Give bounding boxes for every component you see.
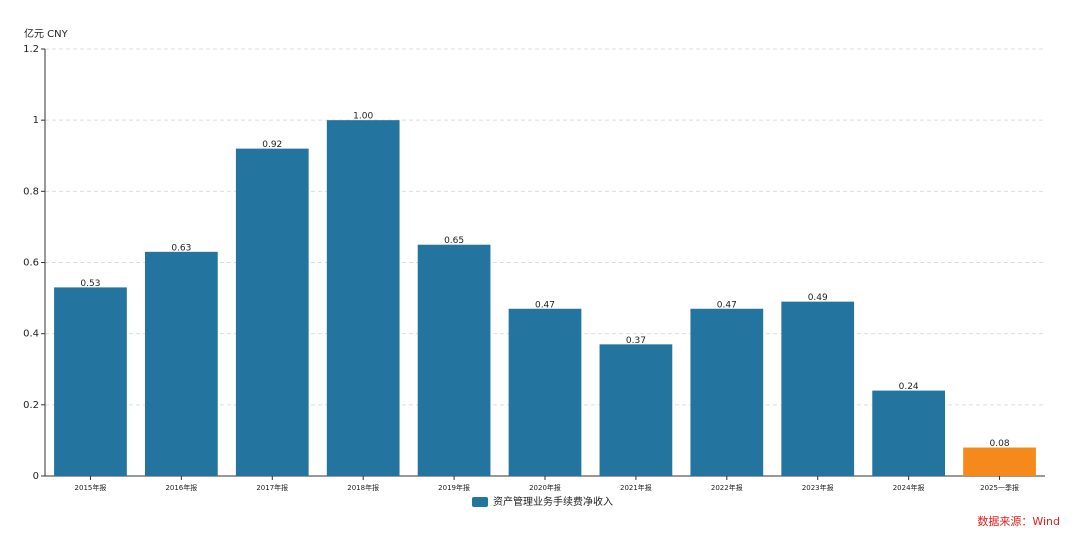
bar [690, 308, 764, 476]
value-label: 0.49 [808, 293, 828, 303]
legend-swatch [472, 497, 488, 507]
source-note: 数据来源：Wind [977, 514, 1060, 528]
y-tick-label: 1 [33, 115, 39, 126]
bar [417, 244, 491, 476]
y-tick-label: 0.2 [23, 400, 39, 411]
bar [599, 344, 673, 476]
y-tick-label: 0.4 [23, 329, 39, 340]
y-axis-unit: 亿元 CNY [24, 27, 69, 40]
x-tick-label: 2020年报 [529, 483, 561, 492]
legend-label: 资产管理业务手续费净收入 [493, 495, 613, 508]
x-tick-label: 2023年报 [802, 483, 834, 492]
bar [508, 308, 582, 476]
value-label: 0.63 [171, 243, 191, 253]
value-label: 0.37 [626, 336, 646, 346]
value-label: 0.92 [262, 140, 282, 150]
bar [963, 447, 1036, 476]
value-label: 0.24 [899, 382, 919, 392]
y-tick-label: 1.2 [23, 44, 39, 55]
x-tick-label: 2016年报 [165, 483, 197, 492]
value-label: 1.00 [353, 112, 373, 122]
value-label: 0.47 [535, 300, 555, 310]
value-label: 0.47 [717, 300, 737, 310]
x-tick-label: 2024年报 [893, 483, 925, 492]
x-tick-label: 2019年报 [438, 483, 470, 492]
x-tick-label: 2022年报 [711, 483, 743, 492]
x-tick-label: 2018年报 [347, 483, 379, 492]
x-tick-label: 2021年报 [620, 483, 652, 492]
value-label: 0.53 [80, 279, 100, 289]
value-label: 0.65 [444, 236, 464, 246]
bar [872, 390, 945, 476]
x-tick-label: 2017年报 [256, 483, 288, 492]
bar [145, 251, 218, 476]
bar [235, 148, 309, 476]
bar [326, 120, 400, 477]
y-tick-label: 0.8 [23, 186, 39, 197]
y-tick-label: 0 [33, 471, 39, 482]
bar [54, 287, 127, 476]
x-tick-label: 2015年报 [75, 483, 107, 492]
x-tick-label: 2025一季报 [980, 483, 1019, 492]
value-label: 0.08 [990, 439, 1010, 449]
bar [781, 301, 855, 476]
y-tick-label: 0.6 [23, 258, 39, 269]
